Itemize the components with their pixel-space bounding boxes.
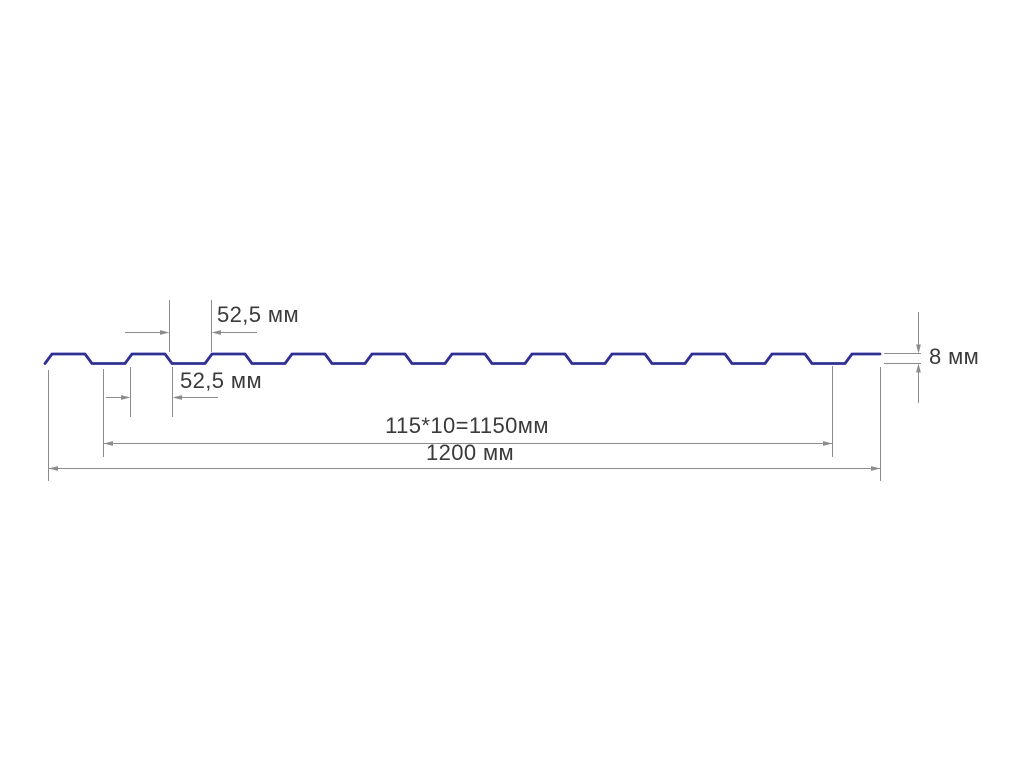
arrowhead-overall-right	[871, 466, 881, 471]
dim-label-overall-width: 1200 мм	[425, 440, 515, 465]
arrowhead-bottom-right	[172, 395, 182, 400]
dimension-arrowheads-group	[48, 330, 921, 471]
arrowhead-overall-left	[48, 466, 58, 471]
arrowhead-top-left	[160, 330, 170, 335]
sheet-profile-outline	[43, 352, 882, 365]
dim-label-profile-height: 8 мм	[929, 344, 980, 369]
arrowhead-pitch-left	[103, 441, 113, 446]
arrowhead-height-down	[916, 344, 921, 354]
dim-label-valley-width: 52,5 мм	[217, 302, 299, 327]
arrowhead-height-up	[916, 363, 921, 373]
dim-label-rib-pitch-total: 115*10=1150мм	[385, 413, 549, 438]
arrowhead-pitch-right	[823, 441, 833, 446]
dim-label-crest-width: 52,5 мм	[180, 368, 262, 393]
arrowhead-bottom-left	[121, 395, 131, 400]
arrowhead-top-right	[211, 330, 221, 335]
dimension-lines-group	[48, 300, 921, 481]
